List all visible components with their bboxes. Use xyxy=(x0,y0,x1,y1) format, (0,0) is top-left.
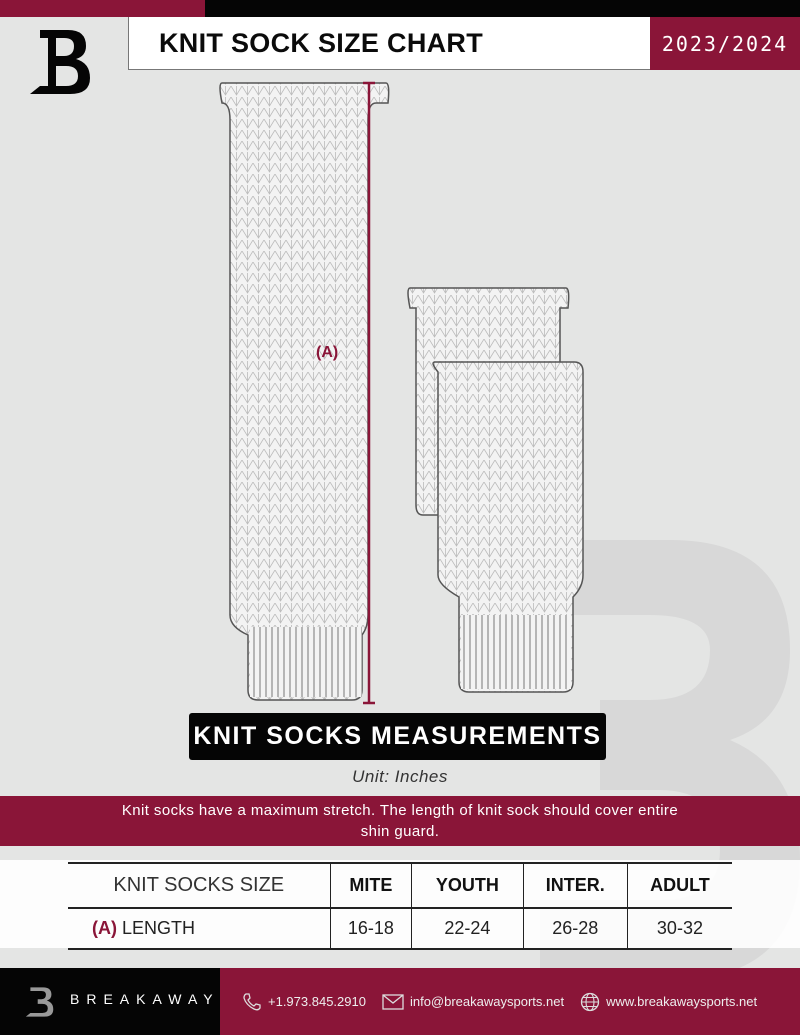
footer-phone[interactable]: +1.973.845.2910 xyxy=(268,994,366,1009)
table-header-row: KNIT SOCKS SIZE MITE YOUTH INTER. ADULT xyxy=(68,862,732,909)
mail-icon xyxy=(382,993,404,1010)
row-label: (A) LENGTH xyxy=(68,908,330,950)
header-youth: YOUTH xyxy=(411,862,524,909)
measure-label-a: (A) xyxy=(316,344,339,361)
page-title: KNIT SOCK SIZE CHART xyxy=(159,27,484,58)
footer-website[interactable]: www.breakawaysports.net xyxy=(606,994,758,1009)
row-marker: (A) xyxy=(92,918,117,938)
note-banner: Knit socks have a maximum stretch. The l… xyxy=(0,796,800,846)
measurement-line-a xyxy=(363,81,375,705)
globe-icon xyxy=(580,992,600,1011)
long-sock xyxy=(219,82,390,701)
header-adult: ADULT xyxy=(626,862,732,909)
size-table: KNIT SOCKS SIZE MITE YOUTH INTER. ADULT … xyxy=(68,862,732,950)
header-size: KNIT SOCKS SIZE xyxy=(68,862,330,909)
cell-youth: 22-24 xyxy=(411,908,524,950)
top-bar-dark xyxy=(205,0,800,17)
header-inter: INTER. xyxy=(522,862,628,909)
footer-logo xyxy=(25,987,54,1017)
phone-icon xyxy=(243,992,261,1010)
breakaway-logo xyxy=(30,30,90,94)
footer-brand: BREAKAWAY xyxy=(70,991,220,1007)
title-box: KNIT SOCK SIZE CHART xyxy=(128,17,650,70)
short-sock-front xyxy=(432,361,584,693)
table-row: (A) LENGTH 16-18 22-24 26-28 30-32 xyxy=(68,908,732,950)
season-badge: 2023/2024 xyxy=(650,17,800,70)
footer-email[interactable]: info@breakawaysports.net xyxy=(409,994,565,1009)
footer-contact: +1.973.845.2910 info@breakawaysports.net… xyxy=(220,968,800,1035)
cell-mite: 16-18 xyxy=(329,908,412,950)
row-label-text: LENGTH xyxy=(122,918,196,938)
top-bar-accent xyxy=(0,0,205,17)
unit-label: Unit: Inches xyxy=(352,767,448,786)
header-mite: MITE xyxy=(329,862,412,909)
measurements-heading: KNIT SOCKS MEASUREMENTS xyxy=(189,713,606,760)
sock-diagram xyxy=(219,81,584,705)
cell-inter: 26-28 xyxy=(522,908,628,950)
footer-brand-area xyxy=(0,968,220,1035)
cell-adult: 30-32 xyxy=(626,908,732,950)
